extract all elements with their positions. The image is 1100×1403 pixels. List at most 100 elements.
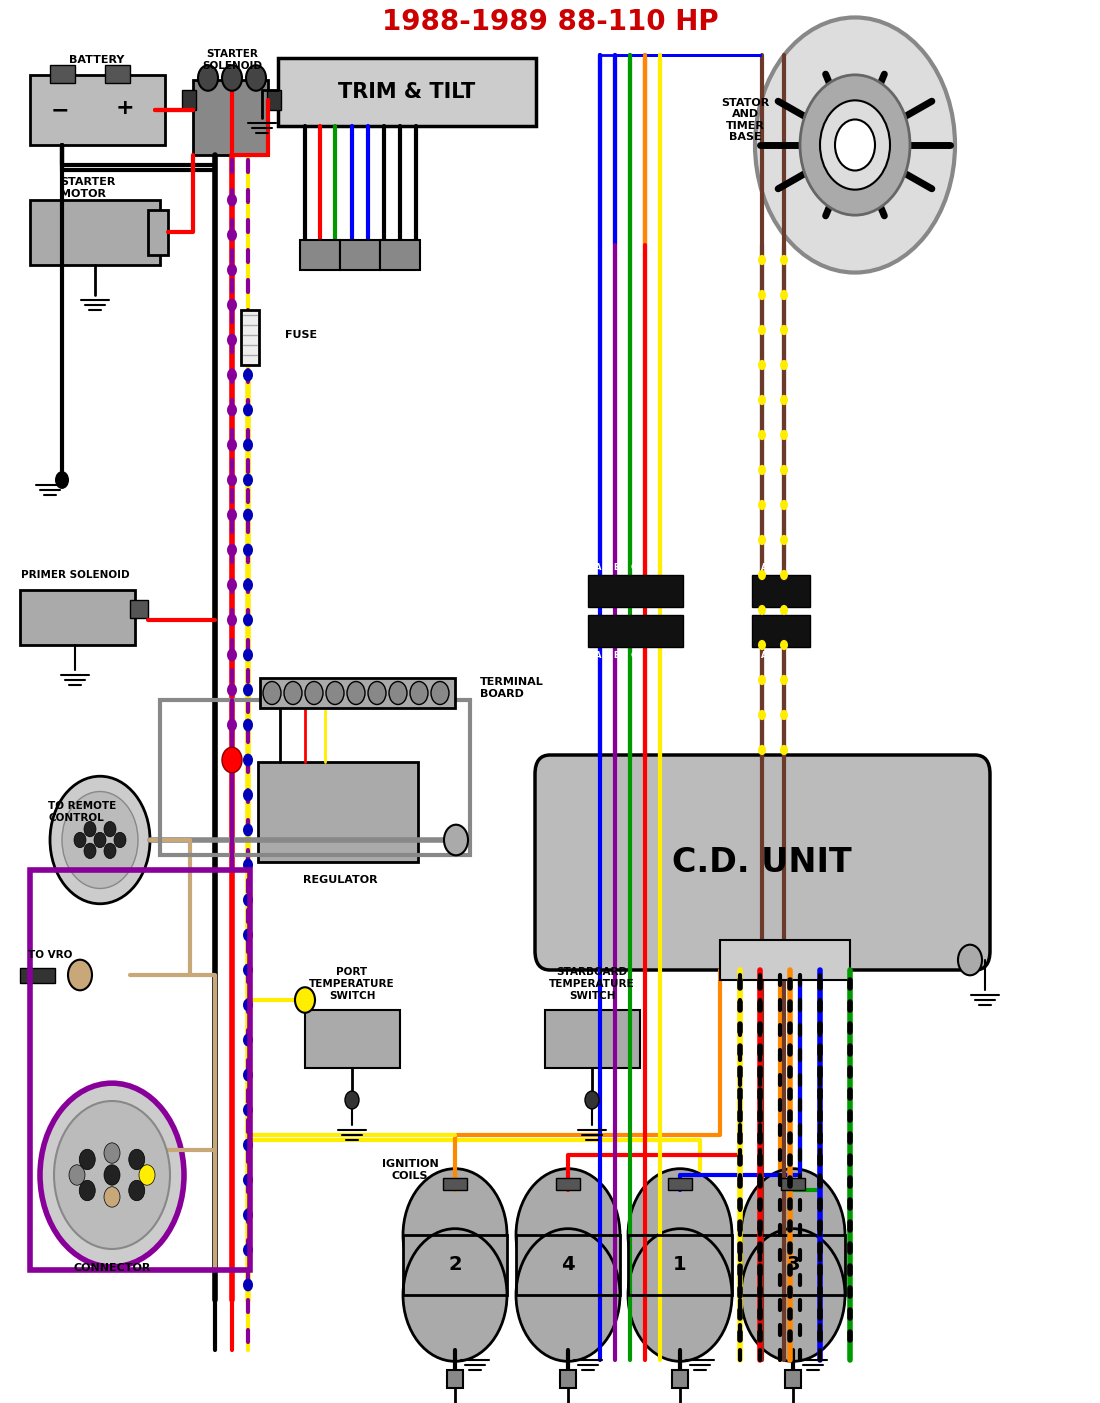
Circle shape [780, 640, 788, 650]
Bar [403, 1235, 507, 1295]
Circle shape [227, 474, 236, 487]
Text: −: − [51, 100, 69, 121]
Text: TO REMOTE
CONTROL: TO REMOTE CONTROL [48, 801, 117, 822]
Circle shape [243, 824, 253, 836]
Circle shape [295, 988, 315, 1013]
Text: B: B [613, 651, 619, 659]
Circle shape [104, 1143, 120, 1163]
Bar [30, 870, 250, 1270]
Circle shape [758, 745, 766, 755]
Text: 3: 3 [786, 1256, 800, 1274]
Bar [340, 240, 379, 269]
Circle shape [389, 682, 407, 704]
Circle shape [403, 1229, 507, 1361]
Circle shape [74, 832, 86, 847]
Text: STARTER
SOLENOID: STARTER SOLENOID [202, 49, 262, 70]
Circle shape [403, 1169, 507, 1302]
Text: 4: 4 [561, 1256, 575, 1274]
Circle shape [758, 535, 766, 546]
Bar [672, 1369, 688, 1388]
Circle shape [628, 1229, 732, 1361]
Circle shape [62, 791, 138, 888]
Bar [379, 240, 420, 269]
Bar [516, 1235, 620, 1295]
Circle shape [243, 1278, 253, 1291]
Circle shape [758, 290, 766, 300]
Circle shape [227, 683, 236, 696]
Circle shape [50, 776, 150, 904]
Bar [403, 1235, 507, 1295]
Circle shape [243, 369, 253, 382]
Circle shape [326, 682, 344, 704]
Bar [752, 575, 810, 607]
Text: CONNECTOR: CONNECTOR [74, 1263, 151, 1273]
Text: B: B [613, 564, 619, 572]
Circle shape [628, 1169, 732, 1302]
Text: FUSE: FUSE [285, 330, 317, 340]
Circle shape [243, 1174, 253, 1187]
Circle shape [79, 1180, 96, 1201]
Circle shape [431, 682, 449, 704]
Circle shape [516, 1169, 620, 1302]
Circle shape [227, 718, 236, 731]
Circle shape [346, 682, 365, 704]
Bar [30, 74, 165, 145]
Text: IGNITION
COILS: IGNITION COILS [382, 1159, 439, 1181]
Text: A: A [595, 651, 602, 659]
Circle shape [780, 710, 788, 720]
Circle shape [114, 832, 126, 847]
Circle shape [243, 648, 253, 661]
Text: B: B [784, 564, 791, 572]
Circle shape [243, 578, 253, 592]
Circle shape [758, 255, 766, 265]
Circle shape [758, 675, 766, 685]
Bar [588, 615, 683, 647]
Circle shape [284, 682, 302, 704]
Circle shape [243, 1243, 253, 1256]
Circle shape [758, 499, 766, 511]
Circle shape [755, 17, 955, 272]
Bar [588, 575, 683, 607]
Circle shape [40, 1083, 184, 1267]
Text: C: C [631, 564, 637, 572]
Circle shape [129, 1149, 145, 1170]
Bar [20, 591, 135, 645]
Text: +: + [116, 98, 134, 118]
Text: STATOR
AND
TIMER
BASE: STATOR AND TIMER BASE [720, 98, 769, 142]
Circle shape [227, 369, 236, 382]
Circle shape [243, 999, 253, 1012]
Bar [30, 201, 159, 265]
Circle shape [780, 325, 788, 335]
Bar [104, 65, 130, 83]
Circle shape [104, 822, 116, 836]
Text: REGULATOR: REGULATOR [302, 875, 377, 885]
Bar [741, 1235, 845, 1295]
Circle shape [780, 464, 788, 476]
Circle shape [243, 1208, 253, 1222]
Bar [785, 1369, 801, 1388]
Circle shape [243, 1104, 253, 1117]
Circle shape [758, 464, 766, 476]
Bar [260, 678, 455, 709]
Bar [267, 90, 280, 109]
Text: 1988-1989 88-110 HP: 1988-1989 88-110 HP [382, 8, 718, 36]
Bar [556, 1179, 580, 1190]
Bar [148, 210, 168, 255]
Circle shape [227, 229, 236, 241]
Circle shape [243, 683, 253, 696]
Text: TRIM & TILT: TRIM & TILT [339, 81, 475, 102]
Circle shape [139, 1164, 155, 1186]
Circle shape [780, 290, 788, 300]
Bar [305, 1010, 400, 1068]
Circle shape [758, 640, 766, 650]
Circle shape [227, 439, 236, 452]
Circle shape [758, 361, 766, 370]
Bar [443, 1179, 468, 1190]
Circle shape [227, 543, 236, 557]
Bar [160, 700, 470, 854]
Text: BATTERY: BATTERY [69, 55, 124, 65]
Circle shape [104, 843, 116, 859]
Bar [20, 968, 55, 984]
Circle shape [55, 471, 69, 488]
Bar [447, 1369, 463, 1388]
